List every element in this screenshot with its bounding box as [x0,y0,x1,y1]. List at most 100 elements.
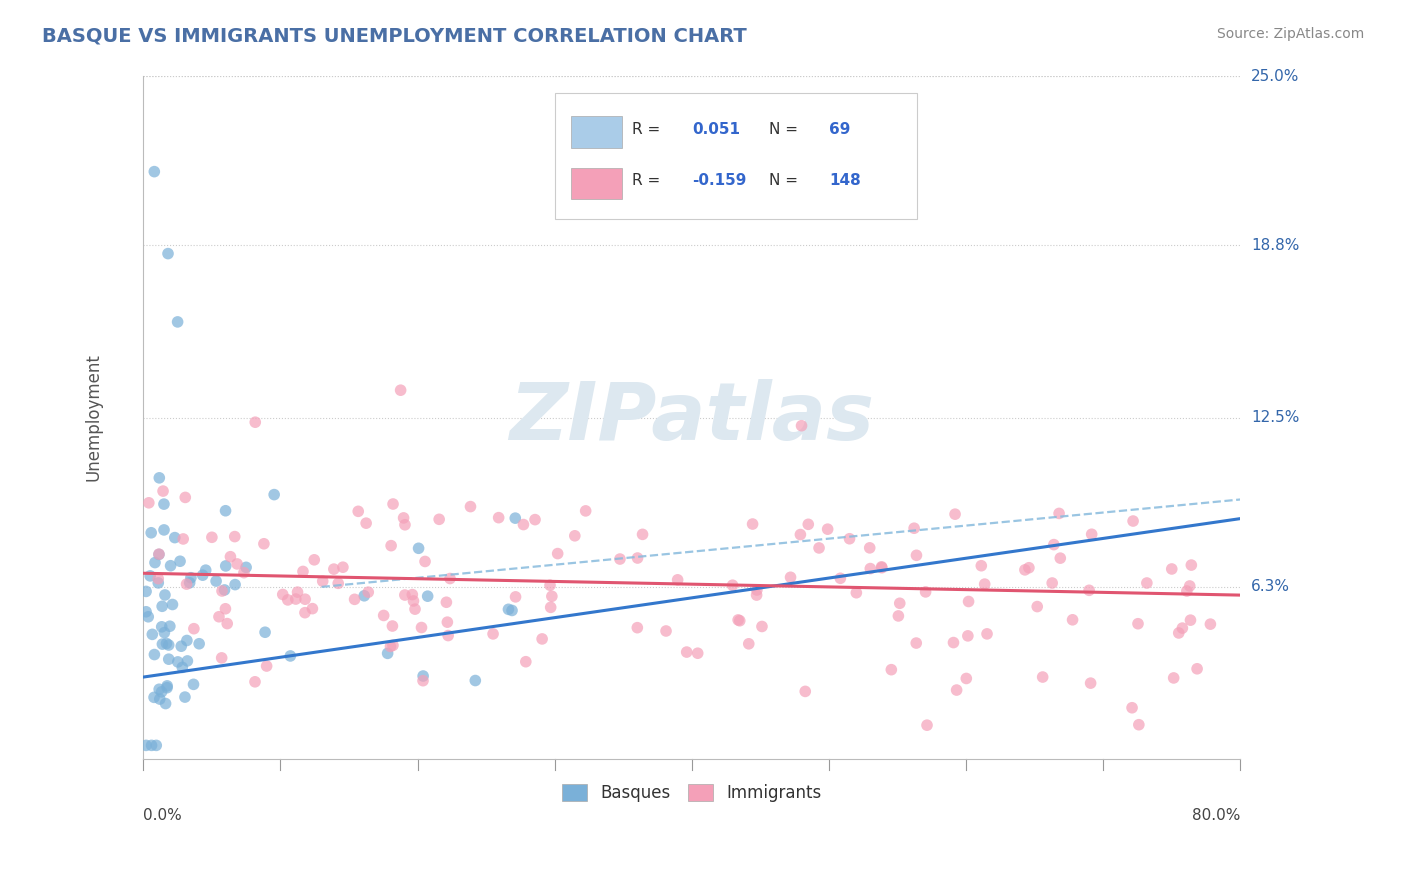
FancyBboxPatch shape [555,93,917,219]
Point [905,636,928,650]
Point [214,582,236,597]
Point [159,558,181,573]
Point [1047,507,1070,521]
Point [380,640,402,654]
Point [976,627,998,641]
Point [301,601,323,615]
Point [956,629,979,643]
Point [201,530,224,544]
Point [845,586,868,600]
Point [973,577,995,591]
Point [524,513,547,527]
Point [413,554,436,568]
Point [155,636,177,650]
Point [797,517,820,532]
Point [135,584,157,599]
Point [808,541,831,555]
Point [741,516,763,531]
Point [357,585,380,599]
Point [256,659,278,673]
Point [402,594,425,608]
Point [328,576,350,591]
Point [1121,700,1143,714]
Point [205,574,228,588]
Point [211,584,233,599]
Point [135,739,157,753]
Point [389,383,412,397]
Point [304,553,326,567]
Point [211,651,233,665]
Point [224,577,246,591]
Point [170,639,193,653]
Point [148,471,170,485]
Point [794,684,817,698]
Point [148,572,170,586]
Point [277,593,299,607]
Point [727,613,749,627]
Text: 25.0%: 25.0% [1251,69,1299,84]
Point [141,739,163,753]
Point [153,625,176,640]
Point [148,548,170,562]
Point [1062,613,1084,627]
Point [721,578,744,592]
FancyBboxPatch shape [571,168,621,199]
Point [312,574,335,589]
Point [294,606,316,620]
Point [322,562,344,576]
Point [394,517,416,532]
Point [434,595,457,609]
Point [880,663,903,677]
Point [564,529,586,543]
Point [915,718,938,732]
Point [291,565,314,579]
Point [404,602,426,616]
Point [143,690,166,705]
Point [626,551,648,566]
Point [263,487,285,501]
Text: 69: 69 [830,122,851,136]
Point [245,415,267,429]
Point [254,625,277,640]
Point [838,532,860,546]
Point [194,563,217,577]
Point [380,539,402,553]
Point [150,685,173,699]
Point [903,521,925,535]
Point [136,609,159,624]
Point [482,627,505,641]
Point [1078,583,1101,598]
Point [1026,599,1049,614]
Point [1185,662,1208,676]
Point [217,616,239,631]
Point [394,588,416,602]
Point [219,549,242,564]
Point [392,511,415,525]
Point [172,532,194,546]
Point [179,575,201,590]
Text: Unemployment: Unemployment [84,353,103,482]
Point [1043,538,1066,552]
Text: 80.0%: 80.0% [1192,808,1240,823]
Point [135,605,157,619]
Point [1136,576,1159,591]
Point [1080,527,1102,541]
Point [176,633,198,648]
Point [1128,717,1150,731]
Point [1126,616,1149,631]
Point [464,673,486,688]
Text: 0.051: 0.051 [692,122,740,136]
Point [347,504,370,518]
Point [512,517,534,532]
Point [870,560,893,574]
Text: BASQUE VS IMMIGRANTS UNEMPLOYMENT CORRELATION CHART: BASQUE VS IMMIGRANTS UNEMPLOYMENT CORREL… [42,27,747,45]
Text: -0.159: -0.159 [692,173,747,188]
Point [183,622,205,636]
Point [1167,626,1189,640]
Point [287,585,309,599]
Legend: Basques, Immigrants: Basques, Immigrants [555,777,828,809]
Point [253,537,276,551]
Point [914,585,936,599]
Text: ZIPatlas: ZIPatlas [509,378,875,457]
Point [294,592,316,607]
